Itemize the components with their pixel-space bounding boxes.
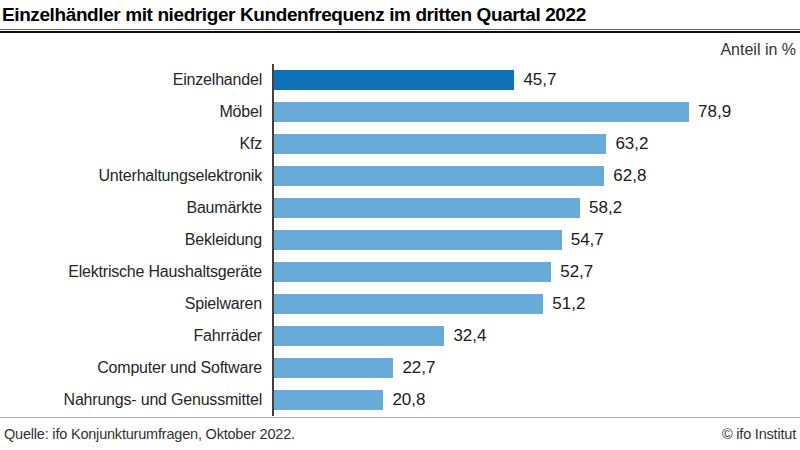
source-note: Quelle: ifo Konjunkturumfragen, Oktober …	[4, 426, 295, 442]
category-label: Spielwaren	[0, 295, 272, 313]
bar-area: 78,9	[272, 96, 800, 128]
bar-area: 58,2	[272, 192, 800, 224]
bar-area: 52,7	[272, 256, 800, 288]
bar-area: 32,4	[272, 320, 800, 352]
bar-area: 22,7	[272, 352, 800, 384]
chart-rows: Einzelhandel 45,7 Möbel 78,9 Kfz 63,2 Unterhal…	[0, 64, 800, 416]
bar-area: 20,8	[272, 384, 800, 416]
chart-row: Einzelhandel 45,7	[0, 64, 800, 96]
category-label: Einzelhandel	[0, 71, 272, 89]
bar	[274, 70, 514, 90]
bar	[274, 326, 444, 346]
category-label: Nahrungs- und Genussmittel	[0, 391, 272, 409]
bar	[274, 390, 383, 410]
footer-rule	[0, 417, 800, 418]
chart-row: Computer und Software 22,7	[0, 352, 800, 384]
chart-row: Kfz 63,2	[0, 128, 800, 160]
value-label: 32,4	[453, 326, 486, 346]
category-label: Elektrische Haushaltsgeräte	[0, 263, 272, 281]
chart-row: Baumärkte 58,2	[0, 192, 800, 224]
bar	[274, 294, 543, 314]
bar	[274, 358, 393, 378]
category-label: Unterhaltungselektronik	[0, 167, 272, 185]
bar	[274, 198, 580, 218]
category-label: Kfz	[0, 135, 272, 153]
chart-row: Bekleidung 54,7	[0, 224, 800, 256]
copyright-note: © ifo Institut	[722, 426, 796, 442]
bar	[274, 230, 562, 250]
chart-row: Unterhaltungselektronik 62,8	[0, 160, 800, 192]
value-label: 45,7	[523, 70, 556, 90]
bar-area: 54,7	[272, 224, 800, 256]
bar-area: 45,7	[272, 64, 800, 96]
value-label: 58,2	[589, 198, 622, 218]
title-rule-thick	[0, 31, 800, 33]
category-label: Möbel	[0, 103, 272, 121]
bar-area: 63,2	[272, 128, 800, 160]
footer: Quelle: ifo Konjunkturumfragen, Oktober …	[4, 426, 796, 442]
value-label: 62,8	[613, 166, 646, 186]
value-label: 54,7	[571, 230, 604, 250]
bar	[274, 134, 606, 154]
chart-row: Nahrungs- und Genussmittel 20,8	[0, 384, 800, 416]
value-label: 78,9	[698, 102, 731, 122]
value-label: 22,7	[402, 358, 435, 378]
chart-title: Einzelhändler mit niedriger Kundenfreque…	[2, 4, 586, 26]
bar	[274, 166, 604, 186]
chart-row: Fahrräder 32,4	[0, 320, 800, 352]
chart-row: Elektrische Haushaltsgeräte 52,7	[0, 256, 800, 288]
category-label: Baumärkte	[0, 199, 272, 217]
chart-row: Möbel 78,9	[0, 96, 800, 128]
unit-label: Anteil in %	[720, 41, 796, 59]
chart-page: Einzelhändler mit niedriger Kundenfreque…	[0, 0, 800, 450]
bar	[274, 102, 689, 122]
title-rule-thin	[0, 29, 800, 30]
category-label: Computer und Software	[0, 359, 272, 377]
bar-area: 62,8	[272, 160, 800, 192]
value-label: 20,8	[392, 390, 425, 410]
value-label: 52,7	[560, 262, 593, 282]
value-label: 63,2	[615, 134, 648, 154]
bar-area: 51,2	[272, 288, 800, 320]
bar	[274, 262, 551, 282]
value-label: 51,2	[552, 294, 585, 314]
category-label: Bekleidung	[0, 231, 272, 249]
category-label: Fahrräder	[0, 327, 272, 345]
chart-row: Spielwaren 51,2	[0, 288, 800, 320]
